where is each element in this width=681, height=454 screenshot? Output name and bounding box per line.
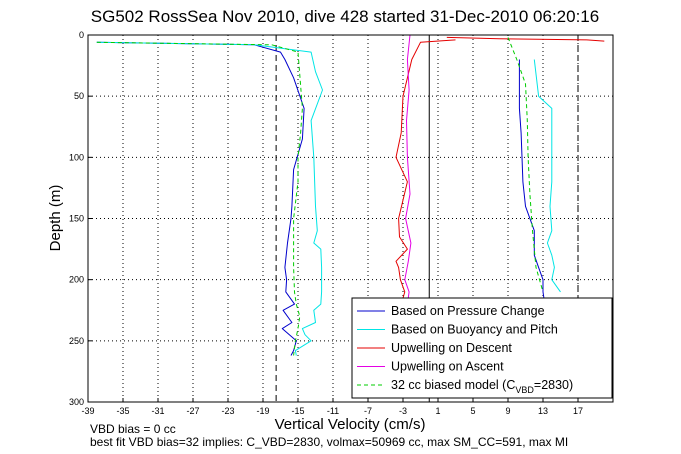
- x-tick-label: -39: [81, 406, 94, 416]
- y-axis-label: Depth (m): [47, 185, 64, 252]
- x-tick-label: 5: [470, 406, 475, 416]
- y-tick-label: 50: [74, 91, 84, 101]
- y-tick-label: 150: [69, 214, 84, 224]
- x-tick-label: -15: [291, 406, 304, 416]
- x-tick-label: -7: [364, 406, 372, 416]
- series-line: [507, 37, 544, 293]
- x-tick-label: -19: [256, 406, 269, 416]
- series-line: [446, 36, 605, 42]
- best-fit-note: best fit VBD bias=32 implies: C_VBD=2830…: [90, 435, 568, 449]
- x-tick-label: 13: [538, 406, 548, 416]
- x-axis-ticks: -39 -35 -31 -27 -23 -19 -15 -11 -7 -3 1 5 9 13 17: [81, 398, 583, 416]
- series-line: [395, 39, 456, 299]
- y-tick-label: 100: [69, 152, 84, 162]
- x-tick-label: -31: [151, 406, 164, 416]
- x-tick-label: -23: [221, 406, 234, 416]
- legend-label: Upwelling on Descent: [391, 341, 512, 355]
- x-tick-label: 17: [573, 406, 583, 416]
- y-axis-ticks: 0 50 100 150 200 250 300: [69, 30, 92, 407]
- y-tick-label: 300: [69, 397, 84, 407]
- x-tick-label: 1: [435, 406, 440, 416]
- vbd-bias-note: VBD bias = 0 cc: [90, 422, 176, 436]
- legend: Based on Pressure Change Based on Buoyanc…: [351, 297, 613, 399]
- legend-box: [351, 297, 613, 399]
- series-line: [96, 41, 305, 356]
- series-line: [96, 41, 303, 356]
- series-line: [404, 34, 412, 311]
- legend-label: Based on Buoyancy and Pitch: [391, 323, 558, 337]
- x-tick-label: 9: [505, 406, 510, 416]
- series-line: [518, 59, 546, 305]
- legend-label: 32 cc biased model (CVBD=2830): [391, 378, 573, 395]
- y-tick-label: 250: [69, 336, 84, 346]
- series-line: [533, 59, 561, 293]
- chart-title: SG502 RossSea Nov 2010, dive 428 started…: [91, 7, 599, 26]
- x-tick-label: -3: [399, 406, 407, 416]
- series-line: [96, 41, 323, 356]
- x-axis-label: Vertical Velocity (cm/s): [275, 416, 426, 433]
- x-tick-label: -35: [116, 406, 129, 416]
- x-tick-label: -27: [186, 406, 199, 416]
- y-tick-label: 200: [69, 275, 84, 285]
- legend-label: Based on Pressure Change: [391, 304, 545, 318]
- x-tick-label: -11: [327, 406, 339, 416]
- legend-label: Upwelling on Ascent: [391, 360, 504, 374]
- series-layer: [96, 34, 605, 356]
- y-tick-label: 0: [79, 30, 84, 40]
